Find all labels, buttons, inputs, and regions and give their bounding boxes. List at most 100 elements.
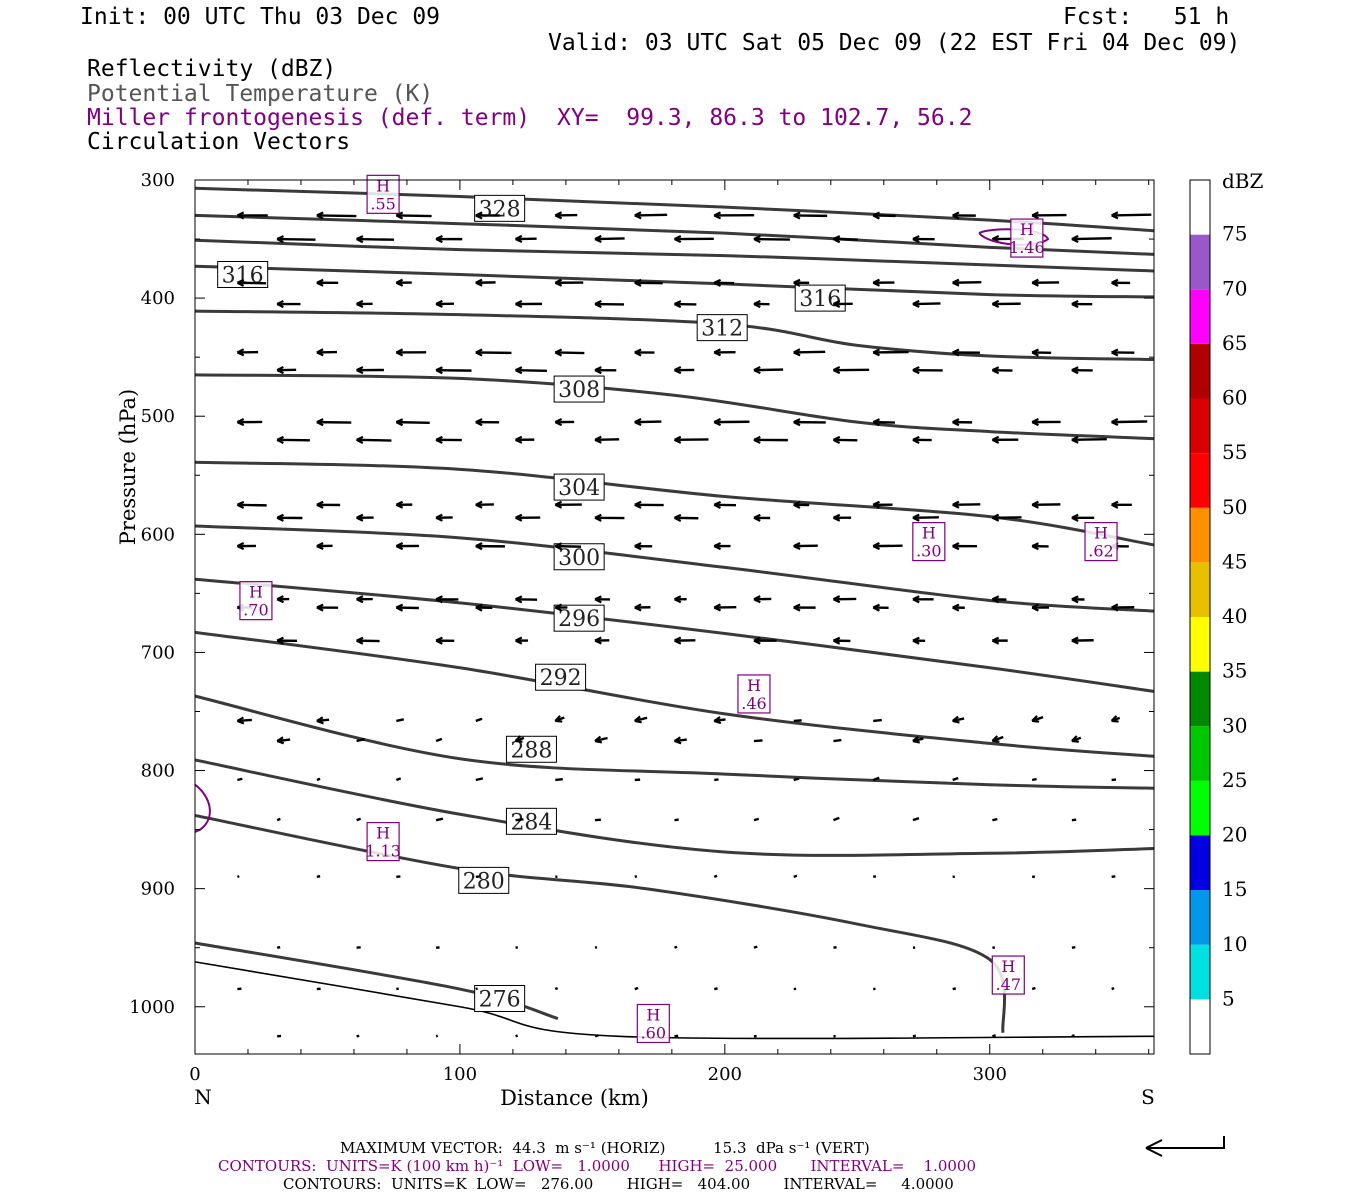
circulation-vector-head (395, 348, 404, 357)
colorbar-tick-label: 25 (1222, 768, 1247, 792)
circulation-vector-head (952, 211, 960, 220)
field-potential-temperature: Potential Temperature (K) (87, 81, 434, 107)
circulation-vector-head (554, 500, 563, 509)
colorbar-title: dBZ (1222, 169, 1264, 193)
circulation-vector-head (912, 636, 920, 645)
circulation-vector (594, 945, 598, 949)
frontogenesis-max-value: .70 (243, 601, 268, 620)
circulation-vector (793, 777, 800, 782)
circulation-vector-head (634, 348, 642, 357)
circulation-vector (555, 544, 582, 548)
circulation-vector-head (713, 716, 722, 725)
y-axis-label: Pressure (hPa) (116, 389, 140, 545)
circulation-vector (674, 1034, 679, 1038)
theta-contour-note: CONTOURS: UNITS=K LOW= 276.00 HIGH= 404.… (283, 1175, 954, 1193)
circulation-vector (753, 817, 760, 822)
circulation-vector-head (1110, 715, 1119, 723)
frontogenesis-max-box (1010, 218, 1044, 258)
circulation-vector-head (912, 595, 920, 604)
frontogenesis-max-label: H (1020, 220, 1034, 239)
circulation-vector (316, 777, 321, 782)
circulation-vector-head (952, 278, 960, 287)
circulation-vector (1071, 237, 1112, 241)
circulation-vector-head (912, 366, 920, 375)
circulation-vector (992, 1034, 996, 1038)
circulation-vector-head (753, 636, 761, 645)
circulation-vector (873, 718, 882, 723)
circulation-vector-head (753, 300, 761, 309)
colorbar-swatch (1190, 671, 1210, 727)
theta-contour-label-box (474, 984, 526, 1012)
circulation-vector-head (952, 500, 960, 509)
theta-contour-label: 312 (701, 317, 743, 342)
circulation-vector-head (395, 211, 404, 220)
theta-contour-line (194, 264, 1155, 299)
circulation-vector-head (435, 299, 443, 308)
circulation-vector-head (991, 435, 1000, 444)
circulation-vector-head (475, 500, 483, 509)
circulation-vector (634, 420, 662, 424)
theta-contour-label-box (553, 375, 605, 403)
theta-contour-line (194, 186, 1155, 233)
circulation-vector-head (395, 542, 404, 551)
theta-contour-label-box (458, 866, 510, 894)
colorbar-tick-label: 75 (1222, 222, 1247, 246)
circulation-vector (753, 739, 763, 743)
circulation-vector-head (554, 418, 563, 427)
circulation-vector-head (832, 235, 841, 244)
theta-contour-label: 292 (540, 666, 582, 691)
colorbar-swatch (1190, 890, 1210, 945)
circulation-vector-head (674, 636, 682, 645)
circulation-vector-head (753, 513, 761, 522)
circulation-vector-head (316, 603, 324, 612)
colorbar-swatch (1190, 835, 1210, 891)
circulation-vector (674, 818, 679, 822)
theta-contour-label: 316 (799, 287, 841, 312)
circulation-vector-head (435, 366, 443, 375)
frontogenesis-max-box (1084, 521, 1118, 562)
circulation-vector-head (912, 235, 920, 244)
theta-contour-line (194, 813, 1007, 1034)
circulation-vector-head (475, 211, 483, 220)
colorbar-tick-label: 70 (1222, 276, 1247, 300)
circulation-vector-head (1111, 211, 1119, 220)
circulation-vector (1031, 986, 1036, 991)
y-tick-label: 800 (141, 761, 175, 782)
circulation-vector-head (832, 513, 841, 522)
circulation-vector-head (991, 735, 1000, 743)
field-frontogenesis: Miller frontogenesis (def. term) (87, 105, 531, 131)
frontogenesis-max-label: H (249, 583, 263, 602)
circulation-vector (952, 280, 982, 284)
theta-contour-label-box (553, 473, 605, 501)
circulation-vector-head (515, 366, 523, 375)
circulation-vector-head (435, 636, 443, 645)
circulation-vector-head (1031, 500, 1039, 509)
circulation-vector (1031, 777, 1037, 782)
circulation-vector (435, 737, 443, 743)
colorbar-tick-label: 5 (1222, 986, 1235, 1010)
frontogenesis-max-box (912, 521, 946, 562)
circulation-vector-head (1031, 542, 1039, 551)
circulation-vector (594, 1034, 599, 1038)
circulation-vector-head (594, 366, 602, 375)
colorbar-swatch (1190, 726, 1210, 781)
circulation-vector-head (356, 366, 364, 375)
colorbar-swatch (1190, 999, 1210, 1054)
circulation-vector-head (952, 418, 960, 427)
circulation-vector (555, 777, 563, 782)
colorbar-swatch (1190, 398, 1210, 454)
circulation-vector-head (674, 595, 682, 604)
circulation-vector-head (515, 595, 523, 604)
reference-vector (1145, 1136, 1225, 1157)
circulation-vector-head (475, 348, 483, 357)
circulation-vector-head (1071, 595, 1079, 604)
frontogenesis-max-box (737, 674, 771, 714)
circulation-vector (595, 237, 625, 241)
theta-contour-line (194, 460, 1155, 547)
circulation-vector-head (713, 418, 722, 427)
circulation-vector-head (793, 278, 801, 287)
frontogenesis-max-value: .47 (996, 975, 1021, 994)
circulation-vector-head (872, 603, 881, 612)
colorbar: 5 10 15 20 25 30 35 40 45 50 55 60 65 70 75 dBZ (1189, 169, 1264, 1055)
frontogenesis-max-label: H (922, 524, 936, 543)
